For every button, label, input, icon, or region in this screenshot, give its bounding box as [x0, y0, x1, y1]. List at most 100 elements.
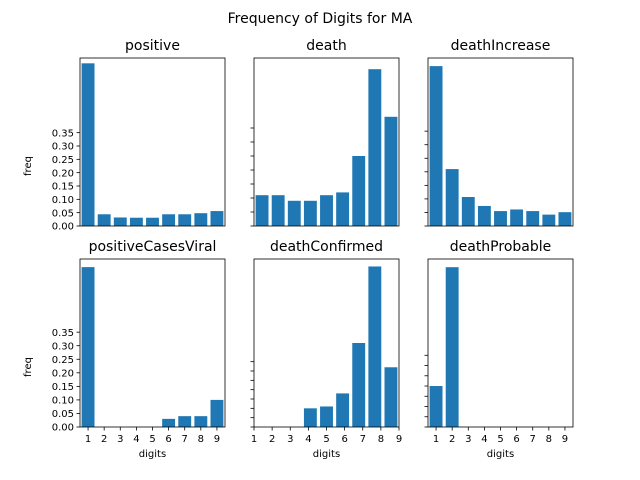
y-tick-label: 0.35	[52, 128, 74, 139]
x-tick-label: 5	[497, 434, 503, 445]
subplot-title: deathConfirmed	[270, 239, 383, 255]
x-axis-label: digits	[313, 449, 340, 460]
x-tick-label: 9	[214, 434, 220, 445]
bar	[384, 367, 398, 427]
subplot-title: death	[306, 38, 346, 54]
bar	[210, 211, 224, 226]
bar	[113, 217, 127, 226]
x-tick-label: 4	[481, 434, 487, 445]
y-tick-label: 0.10	[52, 396, 74, 407]
y-tick-label: 0.20	[52, 368, 74, 379]
x-tick-label: 2	[449, 434, 455, 445]
subplot: death	[250, 38, 400, 227]
y-tick-label: 0.05	[52, 409, 74, 420]
bar	[336, 393, 350, 427]
x-tick-label: 7	[182, 434, 188, 445]
bar	[320, 195, 333, 226]
y-tick-label: 0.15	[52, 382, 74, 393]
y-tick-label: 0.30	[52, 142, 74, 153]
bar	[194, 416, 208, 427]
bar	[542, 214, 556, 226]
y-tick-label: 0.20	[52, 168, 74, 179]
bar	[320, 406, 333, 427]
subplots: positive 0.00 0.05 0.10 0.15 0.20 0.25 0.30 0.35…	[23, 38, 574, 460]
axes-frame	[79, 57, 226, 227]
bar	[352, 343, 366, 427]
x-tick-label: 5	[149, 434, 155, 445]
bar	[271, 195, 285, 226]
x-axis-label: digits	[487, 449, 514, 460]
bar	[129, 217, 143, 226]
x-tick-label: 8	[378, 434, 384, 445]
x-tick-label: 3	[117, 434, 123, 445]
x-tick-label: 1	[85, 434, 91, 445]
bar	[368, 69, 382, 226]
subplot: deathIncrease	[424, 38, 574, 227]
x-tick-label: 7	[360, 434, 366, 445]
bar	[303, 408, 317, 427]
y-tick-label: 0.05	[52, 208, 74, 219]
bar	[429, 66, 443, 226]
bar	[303, 200, 317, 226]
bar	[510, 209, 524, 226]
subplot-title: deathProbable	[450, 239, 552, 255]
x-tick-label: 1	[251, 434, 257, 445]
bar	[336, 192, 350, 226]
bar	[461, 197, 475, 226]
bar	[97, 214, 111, 226]
bar	[162, 418, 176, 427]
x-tick-label: 8	[546, 434, 552, 445]
x-tick-label: 6	[341, 434, 347, 445]
y-tick-label: 0.15	[52, 182, 74, 193]
bar	[368, 266, 382, 427]
bar	[429, 386, 443, 427]
subplot: positiveCasesViral 0.00 0.05 0.10 0.15 0.20 0.…	[23, 239, 226, 460]
bar	[384, 116, 398, 226]
bar	[558, 212, 572, 226]
y-axis-label: freq	[23, 156, 34, 176]
subplot: positive 0.00 0.05 0.10 0.15 0.20 0.25 0.30 0.35…	[23, 38, 226, 233]
bar	[352, 156, 366, 226]
axes-frame	[427, 57, 574, 227]
x-tick-label: 1	[433, 434, 439, 445]
x-tick-label: 2	[269, 434, 275, 445]
x-tick-label: 3	[287, 434, 293, 445]
y-tick-label: 0.25	[52, 155, 74, 166]
bar	[494, 211, 507, 226]
subplot: deathProbable 1 2 3 4 5 6 7 8 9 digits	[424, 239, 574, 460]
x-tick-label: 9	[562, 434, 568, 445]
subplot-title: positive	[125, 38, 180, 54]
x-tick-label: 4	[133, 434, 139, 445]
bar	[445, 169, 459, 226]
bar	[477, 205, 491, 226]
x-tick-label: 6	[165, 434, 171, 445]
x-tick-label: 6	[513, 434, 519, 445]
bar	[194, 213, 208, 226]
bar	[255, 195, 269, 226]
y-tick-label: 0.10	[52, 195, 74, 206]
x-tick-label: 7	[530, 434, 536, 445]
y-tick-label: 0.30	[52, 341, 74, 352]
x-axis-label: digits	[139, 449, 166, 460]
subplot: deathConfirmed 1 2 3 4 5 6 7 8 9 digits	[250, 239, 402, 460]
bar	[178, 214, 192, 226]
bar	[178, 416, 192, 427]
x-tick-label: 2	[101, 434, 107, 445]
subplot-title: deathIncrease	[451, 38, 551, 54]
bar	[146, 217, 159, 226]
bar	[162, 214, 176, 226]
bar	[287, 200, 301, 226]
bar	[526, 211, 540, 226]
x-tick-label: 5	[323, 434, 329, 445]
axes-frame	[79, 258, 226, 428]
y-tick-label: 0.00	[52, 423, 74, 434]
y-tick-label: 0.00	[52, 222, 74, 233]
bar	[445, 267, 459, 427]
y-axis-label: freq	[23, 357, 34, 377]
bar	[81, 63, 95, 226]
figure-title: Frequency of Digits for MA	[228, 11, 413, 27]
x-tick-label: 8	[198, 434, 204, 445]
x-tick-label: 9	[396, 434, 402, 445]
x-tick-label: 4	[305, 434, 311, 445]
